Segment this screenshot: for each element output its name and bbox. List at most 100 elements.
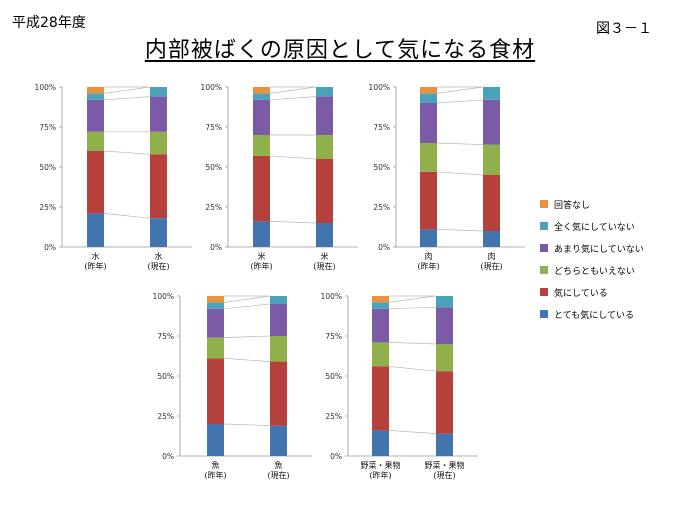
y-tick-label: 0% — [330, 452, 342, 461]
bar-segment-not-at-all — [483, 87, 500, 100]
bar-segment-neutral — [420, 143, 437, 172]
legend-swatch-not-at-all — [540, 222, 548, 230]
y-tick-label: 100% — [201, 83, 222, 92]
series-connector-line — [223, 303, 271, 310]
category-label: 肉 — [425, 251, 433, 261]
y-tick-label: 75% — [325, 332, 342, 341]
category-label: 水 — [155, 251, 163, 261]
bar-segment-no-answer — [207, 296, 224, 303]
y-tick-label: 25% — [157, 412, 174, 421]
bar-segment-not-much — [483, 99, 500, 145]
y-tick-label: 50% — [157, 372, 174, 381]
bar-segment-very-concerned — [372, 430, 389, 456]
bar-segment-not-much — [270, 304, 287, 336]
y-tick-label: 50% — [373, 163, 390, 172]
legend-item: とても気にしている — [540, 303, 644, 325]
legend-item: 全く気にしていない — [540, 215, 644, 237]
legend-swatch-not-much — [540, 244, 548, 252]
bar-segment-very-concerned — [436, 433, 453, 456]
legend-label: 気にしている — [554, 288, 608, 299]
bar-segment-concerned — [436, 371, 453, 434]
figure-number: 図３－１ — [596, 21, 652, 37]
series-connector-line — [103, 150, 151, 155]
page-title-text: 内部被ばくの原因として気になる食材 — [144, 38, 536, 63]
bar-segment-neutral — [87, 131, 104, 151]
y-tick-label: 0% — [162, 452, 174, 461]
chart-panel: 0%25%50%75%100%肉(昨年)肉(現在) — [369, 83, 525, 271]
bar-segment-concerned — [270, 361, 287, 426]
category-label: (昨年) — [84, 261, 106, 271]
series-connector-line — [269, 96, 317, 101]
category-label: (現在) — [313, 261, 335, 271]
bar-segment-not-at-all — [150, 87, 167, 97]
y-tick-label: 75% — [39, 123, 56, 132]
bar-segment-not-much — [372, 308, 389, 343]
category-label: (現在) — [147, 261, 169, 271]
series-connector-line — [223, 335, 271, 338]
series-connector-line — [388, 306, 437, 310]
series-connector-line — [223, 358, 271, 362]
category-label: 魚 — [212, 460, 220, 470]
series-connector-line — [388, 430, 437, 434]
legend-item: 回答なし — [540, 193, 644, 215]
category-label: 魚 — [275, 460, 283, 470]
bar-segment-no-answer — [87, 87, 104, 94]
series-connector-line — [436, 99, 484, 104]
y-tick-label: 100% — [369, 83, 390, 92]
bar-segment-neutral — [316, 135, 333, 159]
series-connector-line — [269, 155, 317, 160]
category-label: (昨年) — [369, 470, 391, 480]
bar-segment-not-much — [87, 99, 104, 132]
bar-segment-very-concerned — [253, 221, 270, 247]
y-tick-label: 75% — [205, 123, 222, 132]
category-label: 米 — [321, 251, 329, 261]
category-label: 野菜・果物 — [361, 460, 401, 470]
fiscal-year-label: 平成28年度 — [12, 15, 86, 31]
legend: 回答なし 全く気にしていない あまり気にしていない どちらともいえない 気にして… — [540, 193, 644, 325]
bar-segment-concerned — [316, 159, 333, 223]
category-label: (現在) — [433, 470, 455, 480]
bar-segment-neutral — [253, 135, 270, 156]
bar-segment-not-at-all — [207, 302, 224, 309]
legend-label: とても気にしている — [554, 310, 635, 321]
bar-segment-concerned — [420, 171, 437, 230]
y-tick-label: 100% — [153, 292, 174, 301]
bar-segment-not-much — [207, 308, 224, 338]
legend-swatch-no-answer — [540, 200, 548, 208]
bar-segment-not-at-all — [420, 93, 437, 103]
bar-segment-not-much — [316, 96, 333, 135]
bar-segment-not-at-all — [253, 93, 270, 100]
bar-segment-neutral — [270, 336, 287, 362]
series-connector-line — [223, 295, 271, 303]
bar-segment-very-concerned — [207, 424, 224, 456]
category-label: 野菜・果物 — [425, 460, 465, 470]
series-connector-line — [436, 171, 484, 176]
bar-segment-not-at-all — [87, 93, 104, 100]
y-tick-label: 100% — [321, 292, 342, 301]
bar-segment-very-concerned — [483, 231, 500, 247]
category-label: 水 — [92, 251, 100, 261]
bar-segment-neutral — [483, 144, 500, 175]
y-tick-label: 0% — [210, 243, 222, 252]
bar-segment-neutral — [207, 337, 224, 359]
bar-segment-very-concerned — [87, 213, 104, 247]
y-tick-label: 75% — [373, 123, 390, 132]
bar-segment-no-answer — [253, 87, 270, 94]
bar-segment-very-concerned — [150, 218, 167, 247]
bar-segment-concerned — [253, 155, 270, 222]
bar-segment-not-at-all — [436, 296, 453, 308]
legend-item: あまり気にしていない — [540, 237, 644, 259]
bar-segment-not-much — [150, 96, 167, 132]
y-tick-label: 25% — [39, 203, 56, 212]
series-connector-line — [223, 423, 271, 426]
chart-panel: 0%25%50%75%100%魚(昨年)魚(現在) — [153, 292, 312, 480]
series-connector-line — [103, 213, 151, 219]
legend-swatch-very-concerned — [540, 310, 548, 318]
series-connector-line — [436, 229, 484, 232]
category-label: 米 — [258, 251, 266, 261]
series-connector-line — [103, 96, 151, 101]
series-connector-line — [388, 342, 437, 345]
chart-panel: 0%25%50%75%100%水(昨年)水(現在) — [35, 83, 192, 271]
y-tick-label: 0% — [44, 243, 56, 252]
